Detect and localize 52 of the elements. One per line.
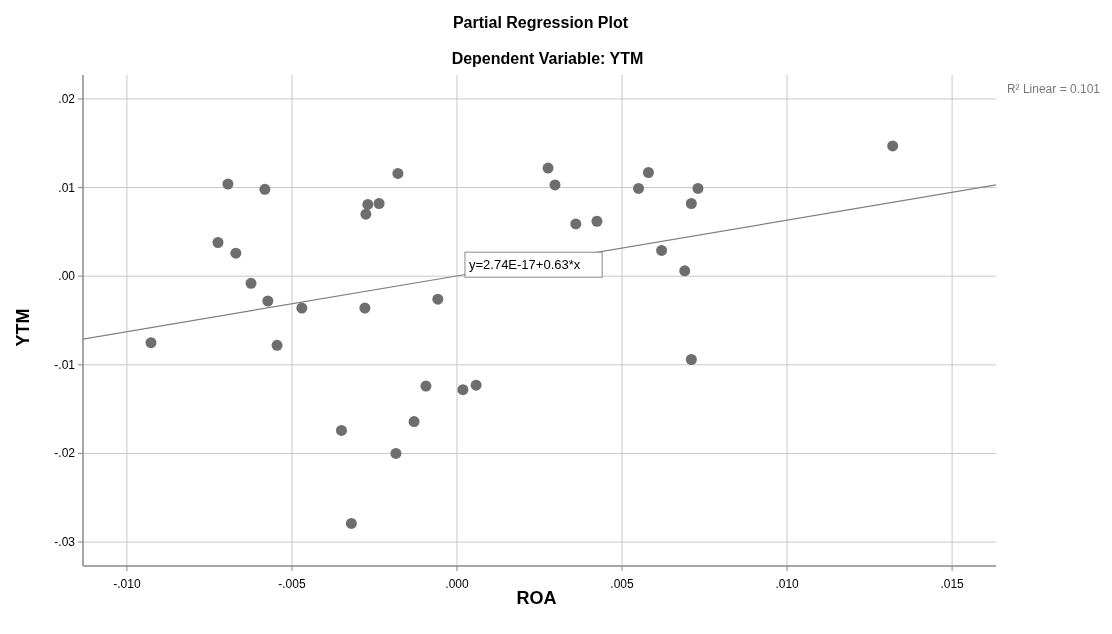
point xyxy=(692,182,704,194)
point xyxy=(685,198,697,210)
point xyxy=(570,218,582,230)
x-tick-label: .005 xyxy=(610,577,635,591)
point xyxy=(432,293,444,305)
y-tick-label: -.01 xyxy=(54,357,76,372)
point xyxy=(390,447,402,459)
point xyxy=(656,244,668,256)
point xyxy=(362,198,374,210)
point xyxy=(542,162,554,174)
point xyxy=(359,302,371,314)
y-tick-label: -.03 xyxy=(54,535,76,550)
point xyxy=(262,295,274,307)
y-tick-label: .02 xyxy=(58,91,76,106)
chart-title: Partial Regression Plot xyxy=(452,14,629,31)
point xyxy=(457,384,469,396)
point xyxy=(335,424,347,436)
x-tick-label: .010 xyxy=(775,577,800,591)
text: R² Linear = 0.101 xyxy=(1006,82,1101,96)
point xyxy=(679,265,691,277)
point xyxy=(887,140,899,152)
point xyxy=(549,179,561,191)
x-tick-label: -.005 xyxy=(278,577,306,591)
point xyxy=(271,339,283,351)
point xyxy=(345,517,357,529)
x-tick-label: .015 xyxy=(940,577,965,591)
point xyxy=(392,167,404,179)
point xyxy=(145,337,157,349)
point xyxy=(222,178,234,190)
annotation: y=2.74E-17+0.63*x xyxy=(468,257,581,273)
point xyxy=(470,379,482,391)
point xyxy=(420,380,432,392)
point xyxy=(259,183,271,195)
y-axis-title: YTM xyxy=(13,308,33,347)
point xyxy=(212,237,224,249)
point xyxy=(296,302,308,314)
y-tick-label: .00 xyxy=(58,269,76,284)
x-tick-label: .000 xyxy=(445,577,469,591)
x-axis-title: ROA xyxy=(516,588,557,608)
y-tick-label: -.02 xyxy=(54,446,76,461)
point xyxy=(642,166,654,178)
point xyxy=(373,198,385,210)
point xyxy=(360,208,372,220)
point xyxy=(408,416,420,428)
y-tick-label: .01 xyxy=(58,180,76,195)
chart-subtitle: Dependent Variable: YTM xyxy=(451,50,644,67)
point xyxy=(591,215,603,227)
point xyxy=(685,354,697,365)
point xyxy=(633,182,645,194)
x-tick-label: -.010 xyxy=(113,577,141,591)
point xyxy=(245,277,257,289)
point xyxy=(230,247,242,259)
